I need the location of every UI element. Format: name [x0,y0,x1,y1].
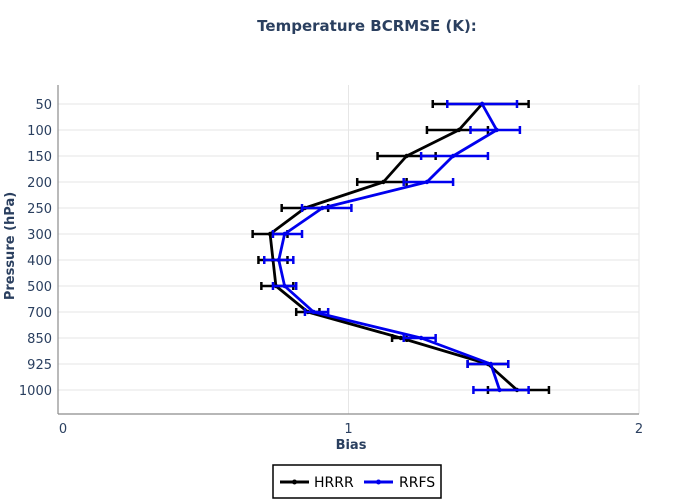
data-point-rrfs [320,205,325,211]
data-point-rrfs [488,361,494,367]
data-point-hrrr [456,127,462,133]
x-axis-title: Bias [336,438,367,453]
series-rrfs [263,100,530,394]
series-line-rrfs [277,103,501,391]
axes [57,85,639,415]
series-group [251,100,551,394]
y-tick-label: 700 [27,306,52,321]
legend: HRRR RRFS [272,464,442,499]
data-point-hrrr [267,231,273,237]
y-tick-label: 150 [27,150,52,165]
y-tick-label: 200 [27,176,52,191]
data-point-rrfs [494,127,499,133]
data-point-rrfs [282,231,287,237]
data-point-hrrr [404,153,409,159]
y-tick-label: 1000 [19,384,52,399]
data-point-rrfs [311,309,316,315]
data-point-rrfs [276,257,281,263]
legend-label-rrfs: RRFS [399,475,435,491]
data-point-rrfs [418,335,424,341]
y-tick-label: 300 [27,228,52,243]
data-point-rrfs [479,101,485,107]
data-point-hrrr [398,335,403,341]
legend-label-hrrr: HRRR [314,475,354,491]
y-tick-label: 400 [27,254,52,269]
x-tick-label: 0 [59,422,67,437]
series-line-hrrr [268,103,518,392]
y-tick-label: 100 [27,124,52,139]
y-tick-label: 850 [27,332,52,347]
legend-marker-hrrr [292,479,297,485]
legend-box [272,464,442,499]
data-point-rrfs [497,387,502,393]
x-tick-label: 1 [344,422,352,437]
y-tick-label: 500 [27,280,52,295]
legend-marker-rrfs [376,479,381,485]
x-tick-label: 2 [635,422,643,437]
y-tick-labels: 50 100 150 200 250 300 400 500 700 850 925 1000 [19,98,52,399]
data-point-rrfs [424,179,430,185]
data-point-rrfs [450,153,456,159]
data-point-hrrr [381,179,386,185]
y-axis-title: Pressure (hPa) [3,192,18,300]
y-tick-label: 925 [27,358,52,373]
y-tick-label: 250 [27,202,52,217]
y-tick-label: 50 [35,98,52,113]
grid [57,85,640,414]
chart-title: Temperature BCRMSE (K): [257,17,477,35]
data-point-rrfs [282,283,287,289]
x-tick-labels: 0 1 2 [59,422,643,437]
